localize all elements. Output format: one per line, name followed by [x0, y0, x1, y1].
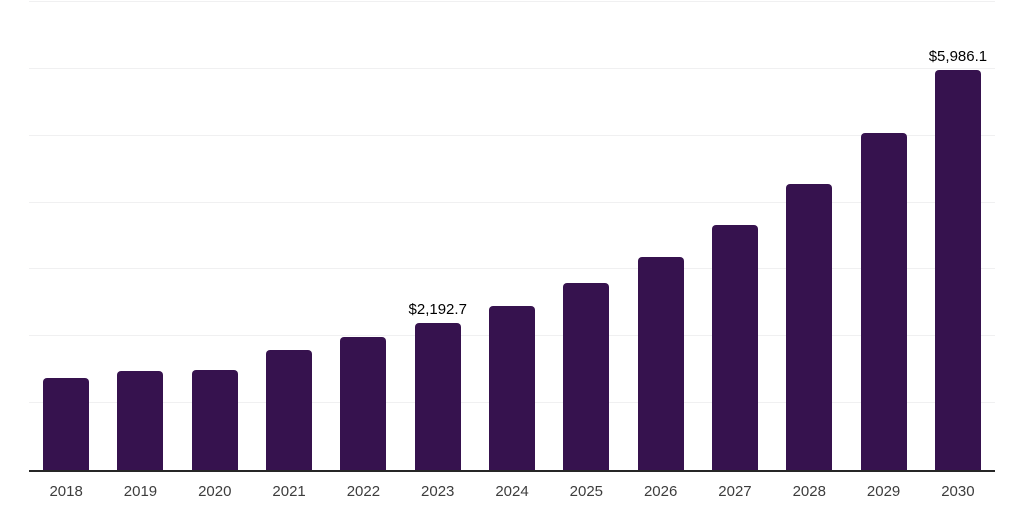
bar-2028[interactable] — [786, 183, 833, 470]
bar-slot-2028 — [772, 2, 846, 470]
bar-2025[interactable] — [563, 283, 610, 470]
bar-2030[interactable]: $5,986.1 — [929, 48, 987, 470]
bar-slot-2023: $2,192.7 — [401, 2, 475, 470]
x-tick-label-2024: 2024 — [495, 483, 529, 500]
bar-2018[interactable] — [43, 378, 90, 470]
bar-value-label-2030: $5,986.1 — [928, 47, 988, 65]
bar-slot-2027 — [698, 2, 772, 470]
bar-2020[interactable] — [191, 370, 238, 470]
gridline-4000 — [29, 201, 995, 203]
bar-2023[interactable]: $2,192.7 — [409, 301, 467, 470]
bar-slot-2018 — [29, 2, 103, 470]
x-tick-label-2022: 2022 — [346, 483, 381, 500]
bar-2026[interactable] — [637, 257, 684, 470]
x-tick-label-2023: 2023 — [421, 483, 455, 500]
bar-2022[interactable] — [340, 337, 387, 470]
bar-slot-2030: $5,986.1 — [921, 2, 995, 470]
gridline-6000 — [29, 67, 995, 69]
bar-slot-2025 — [549, 2, 623, 470]
bar-slot-2019 — [103, 2, 177, 470]
gridline-3000 — [29, 268, 995, 270]
bar-slot-2021 — [252, 2, 326, 470]
bar-2021[interactable] — [266, 350, 313, 470]
x-tick-label-2021: 2021 — [272, 483, 306, 500]
bar-slot-2022 — [326, 2, 400, 470]
bar-slot-2026 — [624, 2, 698, 470]
bar-slot-2020 — [178, 2, 252, 470]
bar-2029[interactable] — [860, 132, 907, 470]
x-tick-label-2030: 2030 — [941, 483, 975, 500]
gridline-7000 — [29, 1, 995, 2]
bar-slot-2024 — [475, 2, 549, 470]
x-axis-labels: 2018 2019 2020 2021 2022 2023 2024 2025 2026 2027… — [29, 483, 995, 500]
x-tick-label-2018: 2018 — [49, 483, 83, 500]
x-tick-label-2027: 2027 — [718, 483, 752, 500]
bar-value-label-2023: $2,192.7 — [408, 301, 467, 319]
x-tick-label-2029: 2029 — [866, 483, 901, 500]
plot-area: $2,192.7 $5,986.1 — [29, 2, 995, 470]
x-tick-label-2028: 2028 — [792, 483, 826, 500]
bar-slot-2029 — [846, 2, 920, 470]
bar-2019[interactable] — [117, 371, 164, 470]
x-tick-label-2026: 2026 — [643, 483, 678, 500]
x-tick-label-2019: 2019 — [123, 483, 158, 500]
x-tick-label-2020: 2020 — [198, 483, 232, 500]
bar-2027[interactable] — [711, 224, 758, 470]
gridline-5000 — [29, 134, 995, 136]
x-tick-label-2025: 2025 — [569, 483, 604, 500]
x-axis-line — [29, 470, 995, 472]
bar-2024[interactable] — [489, 305, 536, 470]
